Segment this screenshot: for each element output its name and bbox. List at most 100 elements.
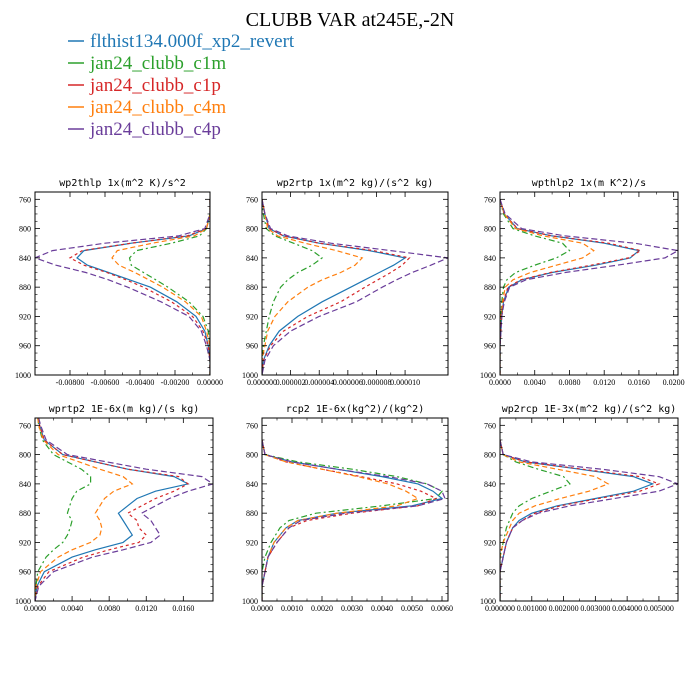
x-tick-label: -0.00200 xyxy=(161,378,190,387)
series-line xyxy=(76,199,210,375)
y-tick-label: 800 xyxy=(246,225,258,234)
x-tick-label: 0.0010 xyxy=(281,604,303,613)
panel-title: wp2rtp 1x(m^2 kg)/(s^2 kg) xyxy=(277,178,434,189)
y-tick-label: 1000 xyxy=(480,371,496,380)
x-tick-label: 0.003000 xyxy=(580,604,610,613)
series-line xyxy=(68,199,210,375)
series-group xyxy=(35,199,210,375)
series-line xyxy=(262,439,446,601)
series-line xyxy=(262,199,411,375)
y-tick-label: 920 xyxy=(246,312,258,321)
y-tick-label: 840 xyxy=(19,254,31,263)
legend-entry: jan24_clubb_c1m xyxy=(68,53,226,74)
x-tick-label: 0.0200 xyxy=(663,378,685,387)
y-tick-label: 760 xyxy=(246,421,258,430)
y-tick-label: 840 xyxy=(484,254,496,263)
y-tick-label: 1000 xyxy=(480,597,496,606)
series-line xyxy=(35,418,190,601)
x-tick-label: 0.0120 xyxy=(593,378,615,387)
y-tick-label: 800 xyxy=(19,225,31,234)
series-line xyxy=(35,418,92,601)
x-tick-label: 0.0040 xyxy=(61,604,83,613)
panel-grid: wp2thlp 1x(m^2 K)/s^2 760 800 840 880 920 960 1… xyxy=(15,178,685,613)
panel-title: rcp2 1E-6x(kg^2)/(kg^2) xyxy=(286,404,424,415)
x-tick-label: 0.00000 xyxy=(197,378,223,387)
legend-label: jan24_clubb_c1p xyxy=(89,75,221,96)
series-line xyxy=(262,199,448,375)
x-tick-label: 0.000008 xyxy=(361,378,391,387)
series-line xyxy=(35,418,190,601)
x-tick-label: 0.0000 xyxy=(24,604,46,613)
legend-entry: flthist134.000f_xp2_revert xyxy=(68,31,295,52)
x-tick-label: 0.0120 xyxy=(135,604,157,613)
x-tick-label: 0.000006 xyxy=(333,378,363,387)
series-line xyxy=(262,199,324,375)
plot-frame xyxy=(34,417,214,602)
series-line xyxy=(35,418,213,601)
y-tick-label: 880 xyxy=(19,509,31,518)
y-tick-label: 920 xyxy=(246,538,258,547)
x-tick-label: 0.0060 xyxy=(431,604,453,613)
y-tick-label: 800 xyxy=(246,451,258,460)
y-tick-label: 960 xyxy=(484,342,496,351)
x-tick-label: 0.0080 xyxy=(558,378,580,387)
y-tick-label: 880 xyxy=(484,283,496,292)
series-line xyxy=(500,439,571,601)
series-line xyxy=(262,439,420,601)
x-tick-label: 0.002000 xyxy=(549,604,579,613)
x-tick-label: 0.0040 xyxy=(371,604,393,613)
y-tick-label: 1000 xyxy=(15,597,31,606)
x-tick-label: 0.0160 xyxy=(628,378,650,387)
y-tick-label: 800 xyxy=(484,451,496,460)
x-tick-label: 0.0000 xyxy=(489,378,511,387)
y-tick-label: 760 xyxy=(19,195,31,204)
legend-label: flthist134.000f_xp2_revert xyxy=(90,31,295,52)
series-line xyxy=(35,418,134,601)
y-tick-label: 800 xyxy=(19,451,31,460)
y-tick-label: 960 xyxy=(246,342,258,351)
chart-panel: wpthlp2 1x(m K^2)/s 760 800 840 880 920 960 100… xyxy=(480,178,685,387)
series-line xyxy=(500,199,641,375)
x-tick-label: 0.0080 xyxy=(98,604,120,613)
plot-frame xyxy=(261,191,449,376)
series-line xyxy=(262,199,407,375)
y-tick-label: 1000 xyxy=(242,597,258,606)
x-tick-label: -0.00600 xyxy=(91,378,120,387)
legend-label: jan24_clubb_c4p xyxy=(89,119,221,140)
y-tick-label: 760 xyxy=(246,195,258,204)
x-tick-label: 0.0030 xyxy=(341,604,363,613)
series-line xyxy=(262,199,364,375)
figure-title: CLUBB VAR at245E,-2N xyxy=(246,9,455,31)
x-tick-label: 0.005000 xyxy=(644,604,674,613)
x-tick-label: 0.0020 xyxy=(311,604,333,613)
series-line xyxy=(500,199,643,375)
y-tick-label: 1000 xyxy=(242,371,258,380)
x-tick-label: 0.0000 xyxy=(251,604,273,613)
y-tick-label: 760 xyxy=(484,421,496,430)
y-tick-label: 960 xyxy=(19,342,31,351)
series-group xyxy=(35,418,213,601)
series-group xyxy=(500,199,678,375)
legend-entry: jan24_clubb_c4p xyxy=(68,119,221,140)
series-line xyxy=(500,439,610,601)
y-tick-label: 960 xyxy=(246,568,258,577)
chart-panel: wp2rtp 1x(m^2 kg)/(s^2 kg) 760 800 840 880 92… xyxy=(242,178,449,387)
x-tick-label: -0.00800 xyxy=(56,378,85,387)
series-line xyxy=(35,199,210,375)
y-tick-label: 760 xyxy=(19,421,31,430)
x-tick-label: 0.0040 xyxy=(524,378,546,387)
x-tick-label: 0.0160 xyxy=(172,604,194,613)
y-tick-label: 880 xyxy=(246,283,258,292)
series-line xyxy=(500,439,678,601)
y-tick-label: 880 xyxy=(484,509,496,518)
panel-title: wp2thlp 1x(m^2 K)/s^2 xyxy=(59,178,185,189)
plot-frame xyxy=(499,417,679,602)
chart-panel: wp2rcp 1E-3x(m^2 kg)/(s^2 kg) 760 800 840 88… xyxy=(480,404,679,613)
y-tick-label: 920 xyxy=(484,312,496,321)
series-line xyxy=(500,199,678,375)
y-tick-label: 760 xyxy=(484,195,496,204)
panel-title: wprtp2 1E-6x(m kg)/(s kg) xyxy=(49,404,200,415)
chart-panel: rcp2 1E-6x(kg^2)/(kg^2) 760 800 840 880 920 96… xyxy=(242,404,453,613)
legend: flthist134.000f_xp2_revertjan24_clubb_c1… xyxy=(68,31,295,140)
